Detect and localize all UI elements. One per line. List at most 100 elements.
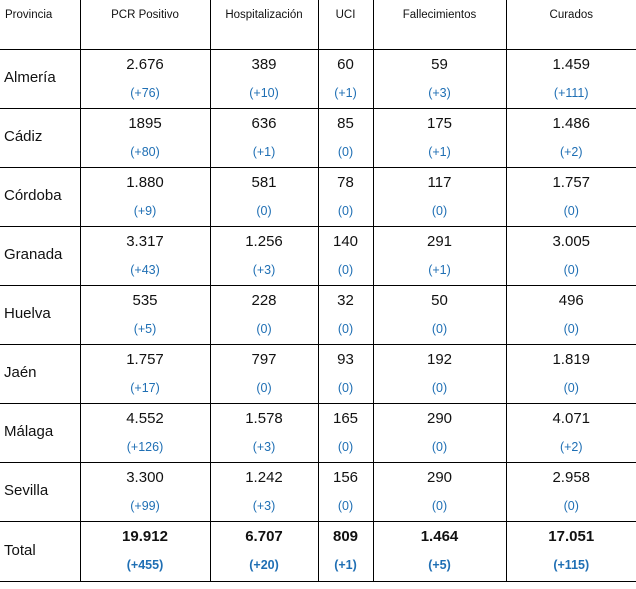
fall-delta: (0) bbox=[431, 439, 448, 454]
cell-total-label: Total bbox=[0, 520, 81, 582]
cell-pcr: 1.880 (+9) bbox=[79, 166, 211, 227]
cell-hospitalizacion: 581 (0) bbox=[209, 166, 319, 227]
curados-value: 17.051 bbox=[548, 527, 595, 545]
hosp-delta: (0) bbox=[256, 321, 272, 336]
fall-value: 117 bbox=[427, 173, 452, 191]
fall-value: 192 bbox=[426, 350, 453, 368]
cell-provincia: Huelva bbox=[0, 284, 81, 345]
pcr-value: 1.757 bbox=[126, 350, 164, 368]
table-header-row: Provincia PCR Positivo Hospitalización U… bbox=[0, 0, 636, 50]
cell-curados: 1.459 (+111) bbox=[505, 48, 636, 109]
fall-value: 290 bbox=[426, 468, 453, 486]
fall-delta: (0) bbox=[431, 380, 448, 395]
curados-delta: (0) bbox=[563, 498, 579, 513]
cell-hospitalizacion: 228 (0) bbox=[209, 284, 319, 345]
pcr-value: 1.880 bbox=[126, 173, 164, 191]
curados-value: 1.819 bbox=[552, 350, 591, 368]
cell-provincia: Cádiz bbox=[0, 107, 81, 168]
curados-delta: (+2) bbox=[559, 144, 583, 159]
cell-pcr: 4.552 (+126) bbox=[79, 402, 211, 463]
pcr-delta: (+5) bbox=[133, 321, 157, 336]
pcr-value: 3.300 bbox=[126, 468, 164, 486]
cell-uci: 156 (0) bbox=[317, 461, 374, 522]
cell-hospitalizacion: 636 (+1) bbox=[209, 107, 319, 168]
curados-delta: (+2) bbox=[559, 439, 583, 454]
curados-value: 2.958 bbox=[552, 468, 591, 486]
cell-provincia: Granada bbox=[0, 225, 81, 286]
cell-curados: 4.071 (+2) bbox=[505, 402, 636, 463]
cell-fallecimientos: 175 (+1) bbox=[372, 107, 507, 168]
total-row: Total 19.912 (+455) 6.707 (+20) 809 (+1) 1.… bbox=[0, 520, 636, 582]
header-hospitalizacion: Hospitalización bbox=[209, 0, 319, 50]
cell-hospitalizacion: 797 (0) bbox=[209, 343, 319, 404]
hosp-delta: (+1) bbox=[252, 144, 276, 159]
cell-hospitalizacion: 1.256 (+3) bbox=[209, 225, 319, 286]
fall-value: 175 bbox=[426, 114, 453, 132]
hosp-value: 1.256 bbox=[245, 232, 283, 250]
hosp-value: 389 bbox=[251, 55, 277, 73]
table-row: Sevilla 3.300 (+99) 1.242 (+3) 156 (0) 290 (… bbox=[0, 461, 636, 522]
pcr-delta: (+17) bbox=[130, 380, 160, 395]
fall-delta: (+1) bbox=[428, 144, 451, 159]
cell-curados: 2.958 (0) bbox=[505, 461, 636, 522]
cell-provincia: Córdoba bbox=[0, 166, 81, 227]
cell-uci: 32 (0) bbox=[317, 284, 374, 345]
cell-fallecimientos: 290 (0) bbox=[372, 461, 507, 522]
curados-delta: (+115) bbox=[553, 557, 590, 572]
uci-value: 140 bbox=[332, 232, 359, 250]
uci-value: 809 bbox=[332, 527, 359, 545]
pcr-delta: (+43) bbox=[130, 262, 160, 277]
fall-delta: (0) bbox=[431, 203, 448, 218]
cell-hospitalizacion: 6.707 (+20) bbox=[209, 520, 319, 582]
uci-delta: (0) bbox=[337, 321, 354, 336]
fall-value: 1.464 bbox=[420, 527, 459, 545]
hosp-delta: (+3) bbox=[252, 439, 276, 454]
header-provincia: Provincia bbox=[0, 0, 81, 50]
curados-delta: (0) bbox=[563, 321, 579, 336]
cell-pcr: 3.300 (+99) bbox=[79, 461, 211, 522]
header-curados: Curados bbox=[505, 0, 636, 50]
uci-delta: (+1) bbox=[334, 85, 357, 100]
fall-delta: (+5) bbox=[428, 557, 451, 572]
hosp-delta: (+10) bbox=[249, 85, 279, 100]
hosp-delta: (+3) bbox=[252, 498, 276, 513]
curados-value: 1.757 bbox=[552, 173, 591, 191]
pcr-delta: (+80) bbox=[130, 144, 160, 159]
fall-delta: (0) bbox=[431, 321, 448, 336]
cell-uci: 165 (0) bbox=[317, 402, 374, 463]
pcr-delta: (+99) bbox=[130, 498, 160, 513]
cell-curados: 1.486 (+2) bbox=[505, 107, 636, 168]
hosp-delta: (0) bbox=[256, 203, 272, 218]
fall-delta: (+1) bbox=[428, 262, 451, 277]
uci-value: 93 bbox=[337, 350, 354, 368]
cell-fallecimientos: 291 (+1) bbox=[372, 225, 507, 286]
cell-fallecimientos: 1.464 (+5) bbox=[372, 520, 507, 582]
fall-delta: (+3) bbox=[428, 85, 451, 100]
hosp-delta: (+3) bbox=[252, 262, 276, 277]
cell-pcr: 1.757 (+17) bbox=[79, 343, 211, 404]
cell-curados: 1.819 (0) bbox=[505, 343, 636, 404]
pcr-value: 535 bbox=[132, 291, 158, 309]
cell-uci: 140 (0) bbox=[317, 225, 374, 286]
hosp-value: 6.707 bbox=[245, 527, 283, 545]
table-row: Cádiz 1895 (+80) 636 (+1) 85 (0) 175 (+1) 1.… bbox=[0, 107, 636, 168]
table-row: Málaga 4.552 (+126) 1.578 (+3) 165 (0) 290 (… bbox=[0, 402, 636, 463]
uci-value: 60 bbox=[337, 55, 354, 73]
fall-value: 290 bbox=[426, 409, 453, 427]
uci-value: 165 bbox=[332, 409, 359, 427]
cell-uci: 60 (+1) bbox=[317, 48, 374, 109]
table-row: Almería 2.676 (+76) 389 (+10) 60 (+1) 59 (+3… bbox=[0, 48, 636, 109]
hosp-value: 1.578 bbox=[245, 409, 283, 427]
cell-provincia: Málaga bbox=[0, 402, 81, 463]
curados-delta: (0) bbox=[563, 262, 579, 277]
curados-value: 4.071 bbox=[552, 409, 591, 427]
uci-delta: (0) bbox=[337, 439, 354, 454]
uci-delta: (0) bbox=[337, 144, 354, 159]
pcr-value: 2.676 bbox=[126, 55, 164, 73]
table-row: Granada 3.317 (+43) 1.256 (+3) 140 (0) 291 (… bbox=[0, 225, 636, 286]
header-fallecimientos: Fallecimientos bbox=[372, 0, 507, 50]
hosp-value: 581 bbox=[251, 173, 277, 191]
table-row: Huelva 535 (+5) 228 (0) 32 (0) 50 (0) 496 (0) bbox=[0, 284, 636, 345]
pcr-value: 1895 bbox=[128, 114, 162, 132]
